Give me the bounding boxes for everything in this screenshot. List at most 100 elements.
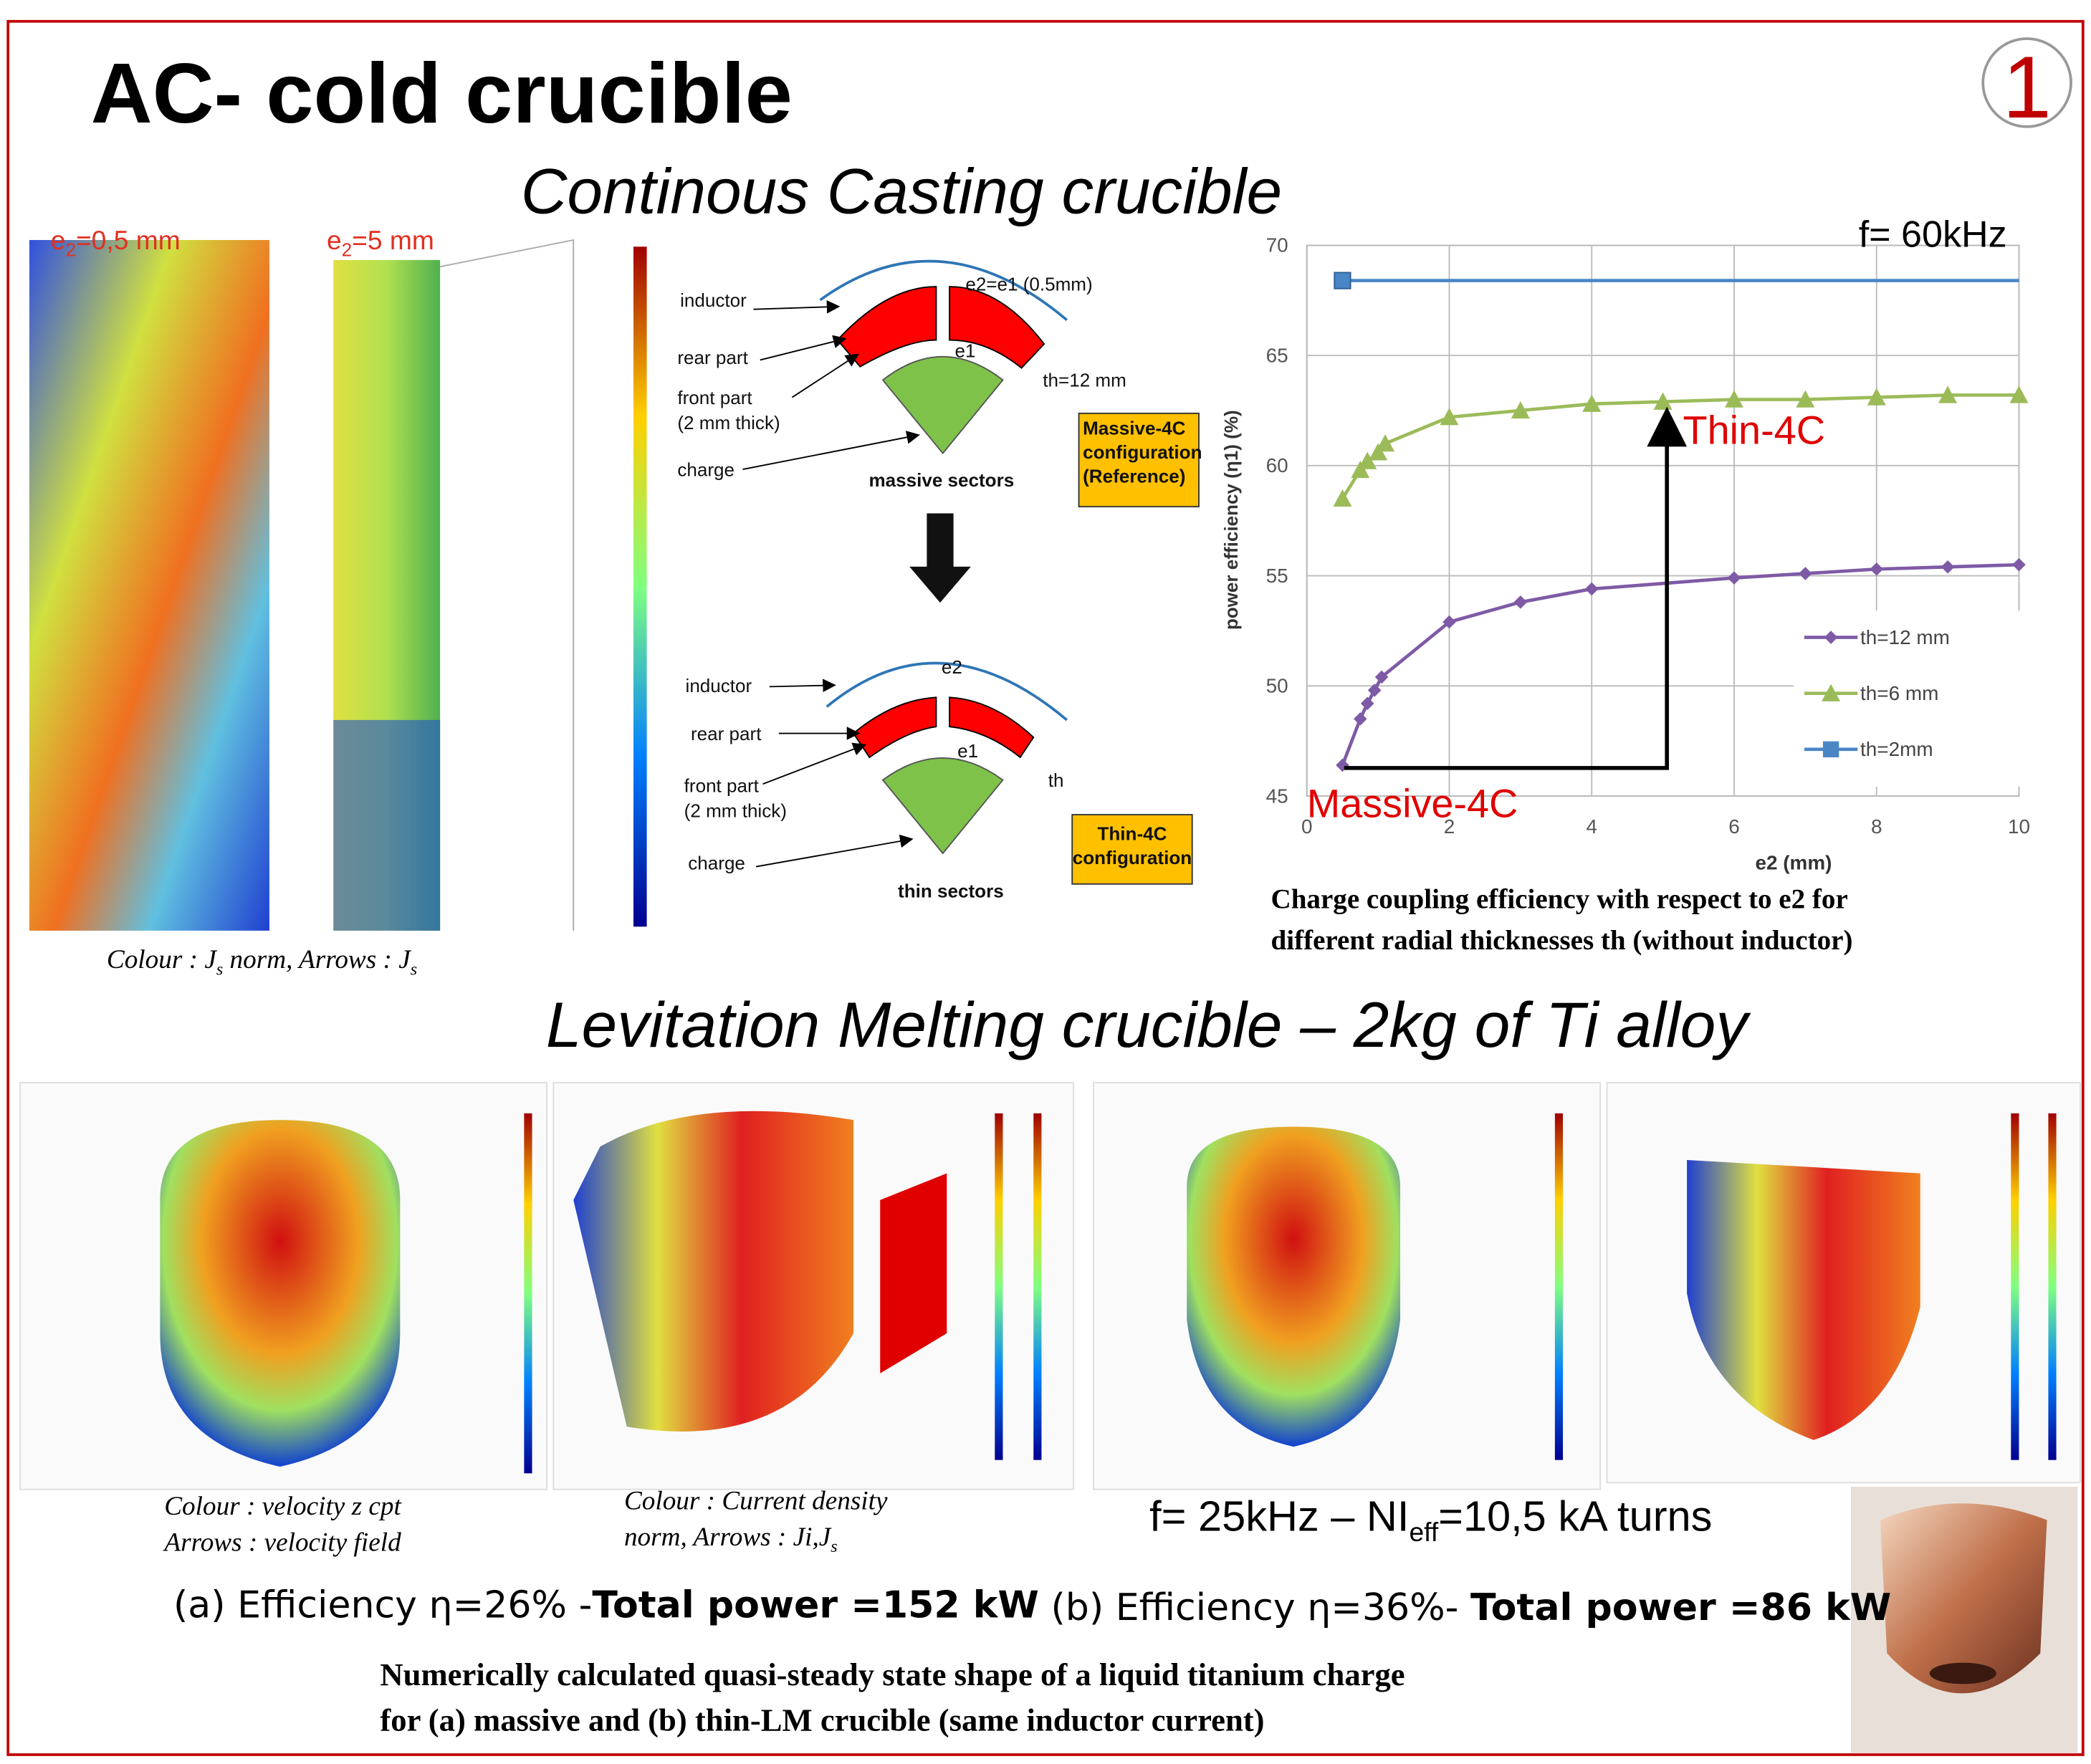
sim-label-part: =5 mm xyxy=(352,225,434,255)
section-title: Levitation Melting crucible – 2kg of Ti … xyxy=(546,989,1751,1060)
result: (a) Efficiency η=26% -Total power =152 k… xyxy=(173,1583,1039,1626)
pointer xyxy=(743,436,914,470)
sim-label-part: e xyxy=(51,225,66,255)
config-text: configuration xyxy=(1073,847,1192,868)
figure-caption: for (a) massive and (b) thin-LM crucible… xyxy=(380,1702,1264,1737)
y-tick-label: 50 xyxy=(1266,675,1288,697)
sim-caption: Arrows : velocity field xyxy=(162,1528,401,1557)
caption-part: Colour : J xyxy=(107,945,217,974)
diagram-label: e1 xyxy=(954,340,975,362)
result-part: Total power =86 kW xyxy=(1470,1586,1891,1629)
badge-number: 1 xyxy=(2002,39,2051,137)
sim-label: e2=5 mm xyxy=(327,225,434,260)
simulation-images xyxy=(29,240,647,931)
y-tick-label: 60 xyxy=(1266,454,1288,476)
diagram-label: rear part xyxy=(691,723,762,744)
diagram-label: charge xyxy=(688,852,745,873)
molten-charge xyxy=(160,1120,400,1467)
section-title: Continous Casting crucible xyxy=(521,155,1282,227)
pointer xyxy=(770,686,830,687)
marker xyxy=(1334,272,1350,288)
legend-marker xyxy=(1823,742,1839,757)
colorbar xyxy=(1555,1113,1563,1460)
label-part: =10,5 kA turns xyxy=(1438,1492,1712,1540)
colorbar xyxy=(1033,1113,1041,1460)
chart-caption: Charge coupling efficiency with respect … xyxy=(1271,883,1847,914)
config-text: Thin-4C xyxy=(1097,823,1167,844)
diagram-label: inductor xyxy=(686,675,752,696)
x-tick-label: 6 xyxy=(1728,815,1740,838)
slide: AC- cold crucible 1 Continous Casting cr… xyxy=(0,0,2091,1764)
x-tick-label: 4 xyxy=(1586,815,1597,838)
legend-label: th=2mm xyxy=(1860,738,1933,760)
pointer xyxy=(760,340,841,360)
figure-caption: Numerically calculated quasi-steady stat… xyxy=(380,1657,1405,1692)
pointer xyxy=(756,840,906,866)
pointer xyxy=(792,358,853,398)
diagram-label: (2 mm thick) xyxy=(677,412,780,433)
sector xyxy=(853,697,936,757)
sim-label: e2=0,5 mm xyxy=(51,225,181,260)
diagram-label: th xyxy=(1048,770,1064,791)
charge-sector xyxy=(883,758,1003,853)
caption-part: norm, Arrows : J xyxy=(223,945,411,974)
colorbar xyxy=(633,246,647,926)
diagram-label: e2 xyxy=(942,656,962,678)
annotation: Thin-4C xyxy=(1683,408,1826,453)
molten-charge xyxy=(1187,1126,1400,1447)
page: { "header": {"title": "AC- cold crucible… xyxy=(0,0,2091,1764)
config-text: (Reference) xyxy=(1083,466,1185,487)
config-text: Massive-4C xyxy=(1083,418,1186,439)
frame-line xyxy=(440,240,573,931)
sim-label-part: 2 xyxy=(342,239,353,260)
legend-label: th=12 mm xyxy=(1860,626,1950,648)
label-part: eff xyxy=(1409,1517,1438,1547)
frequency-label: f= 25kHz – NIeff=10,5 kA turns xyxy=(1149,1492,1712,1547)
diagram-label: charge xyxy=(677,459,735,480)
sim-caption: norm, Arrows : Ji,Js xyxy=(624,1523,838,1556)
slide-title: AC- cold crucible xyxy=(91,46,793,141)
pointer xyxy=(753,307,833,310)
levitation-images xyxy=(20,1083,2080,1753)
result-part: Total power =152 kW xyxy=(592,1583,1038,1626)
diagram-name: thin sectors xyxy=(898,880,1004,901)
colorbar xyxy=(524,1113,532,1473)
simulation-image xyxy=(29,240,269,931)
y-tick-label: 70 xyxy=(1266,234,1288,257)
caption-part: norm, Arrows : Ji,J xyxy=(624,1523,832,1552)
colorbar xyxy=(995,1113,1003,1460)
colorbar xyxy=(2011,1113,2019,1460)
annotation: Massive-4C xyxy=(1307,781,1518,826)
diagram-label: front part xyxy=(677,387,752,408)
x-tick-label: 10 xyxy=(2008,815,2030,838)
colorbar xyxy=(2048,1113,2056,1460)
diagram-label: rear part xyxy=(677,347,748,368)
chart-subtitle: f= 60kHz xyxy=(1859,214,2007,255)
x-tick-label: 8 xyxy=(1871,815,1882,838)
sim-caption: Colour : Current density xyxy=(624,1487,888,1516)
simulation-shade xyxy=(333,720,440,931)
caption-part: s xyxy=(831,1537,837,1556)
x-axis-label: e2 (mm) xyxy=(1755,851,1832,873)
sim-label-part: e xyxy=(327,225,342,255)
pointer xyxy=(762,747,860,784)
diagram-name: massive sectors xyxy=(869,469,1014,491)
y-tick-label: 45 xyxy=(1266,785,1288,807)
label-part: f= 25kHz – NI xyxy=(1149,1492,1409,1540)
diagram-label: (2 mm thick) xyxy=(684,800,787,822)
crucible-opening xyxy=(1930,1663,1996,1684)
y-tick-label: 65 xyxy=(1266,344,1288,366)
legend-label: th=6 mm xyxy=(1860,682,1938,704)
chart: 4550556065700246810th=12 mmth=6 mmth=2mm xyxy=(1266,234,2034,838)
result-part: (b) Efficiency η=36%- xyxy=(1051,1586,1470,1629)
y-axis-label: power efficiency (η1) (%) xyxy=(1220,410,1242,630)
result: (b) Efficiency η=36%- Total power =86 kW xyxy=(1051,1586,1891,1629)
diagram-label: e1 xyxy=(957,740,978,762)
sim-label-part: 2 xyxy=(65,239,76,260)
diagram-label: th=12 mm xyxy=(1043,370,1126,391)
diagram-label: inductor xyxy=(680,289,747,311)
down-arrow xyxy=(909,513,971,603)
y-tick-label: 55 xyxy=(1266,565,1288,587)
sim-caption: Colour : velocity z cpt xyxy=(164,1492,402,1521)
config-text: configuration xyxy=(1083,441,1202,463)
